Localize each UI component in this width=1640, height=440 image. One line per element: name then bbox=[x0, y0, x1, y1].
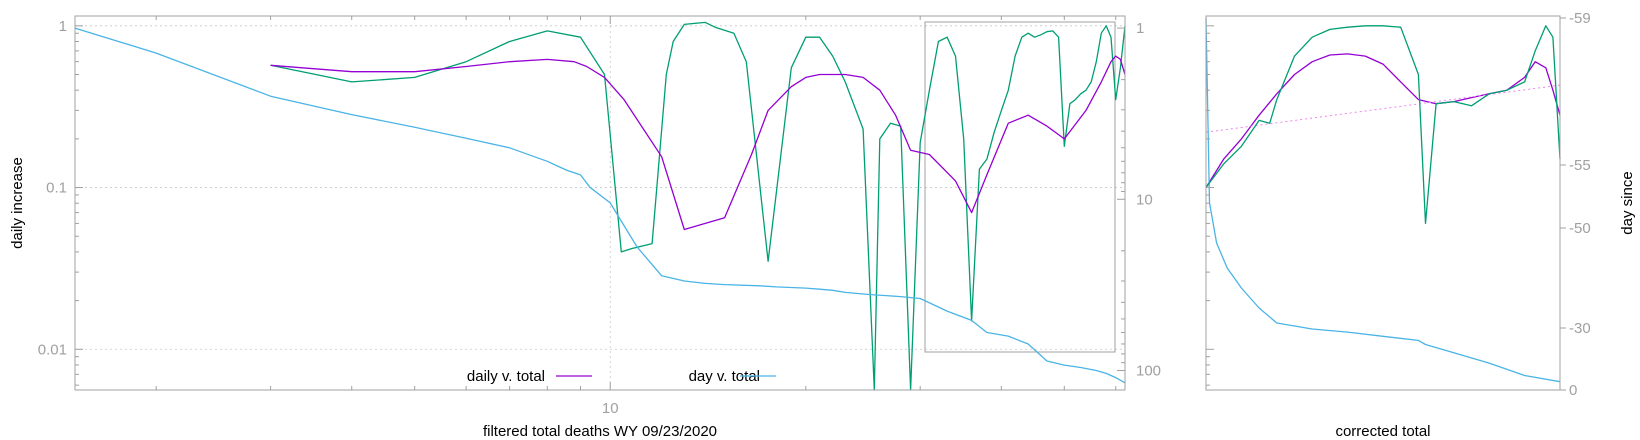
side-series-line-1 bbox=[1205, 84, 1561, 133]
side-series-line-2 bbox=[1205, 17, 1561, 383]
side-ticks bbox=[1206, 17, 1566, 391]
side-plot-frame bbox=[1205, 15, 1561, 391]
series-line-unlabeled-2 bbox=[270, 21, 1126, 391]
main-x-axis-title: filtered total deaths WY 09/23/2020 bbox=[483, 423, 717, 440]
x-tick-label: 10 bbox=[602, 400, 619, 417]
series-line-daily-v-total bbox=[270, 55, 1126, 231]
side-y2-tick-label: 0 bbox=[1569, 382, 1577, 399]
main-y-axis-title: daily increase bbox=[9, 157, 26, 249]
legend-label: daily v. total bbox=[467, 368, 545, 385]
main-series bbox=[74, 21, 1126, 391]
side-x-axis-title: corrected total bbox=[1335, 423, 1430, 440]
legend: daily v. total day v. total bbox=[467, 368, 776, 385]
side-series-line-3 bbox=[1205, 25, 1561, 225]
y-tick-label: 0.1 bbox=[46, 180, 67, 197]
legend-entry: day v. total bbox=[689, 368, 776, 385]
main-plot-frame bbox=[74, 15, 1126, 391]
side-tick-labels: 0 -30 -50 -55 -59 bbox=[1569, 10, 1591, 399]
series-line-day-v-total bbox=[74, 27, 1126, 384]
legend-entry: daily v. total bbox=[467, 368, 592, 385]
y2-tick-label: 1 bbox=[1136, 20, 1144, 37]
side-chart: 0 -30 -50 -55 -59 corrected total day since bbox=[1205, 10, 1636, 440]
y2-tick-label: 10 bbox=[1136, 191, 1153, 208]
side-y2-tick-label: -30 bbox=[1569, 320, 1591, 337]
side-y2-tick-label: -50 bbox=[1569, 220, 1591, 237]
side-y2-axis-title: day since bbox=[1619, 171, 1636, 234]
main-chart: 1 0.1 0.01 10 1 10 100 filtered total deaths W… bbox=[9, 15, 1161, 440]
y-tick-label: 0.01 bbox=[38, 341, 67, 358]
main-inset-box bbox=[924, 21, 1116, 353]
y2-tick-label: 100 bbox=[1136, 362, 1161, 379]
legend-label: day v. total bbox=[689, 368, 760, 385]
y-tick-label: 1 bbox=[59, 18, 67, 35]
main-tick-labels: 1 0.1 0.01 10 1 10 100 bbox=[38, 18, 1161, 417]
main-grid bbox=[75, 16, 1125, 390]
side-series bbox=[1205, 17, 1561, 383]
main-ticks bbox=[75, 16, 1125, 390]
side-y2-tick-label: -59 bbox=[1569, 10, 1591, 27]
side-y2-tick-label: -55 bbox=[1569, 157, 1591, 174]
